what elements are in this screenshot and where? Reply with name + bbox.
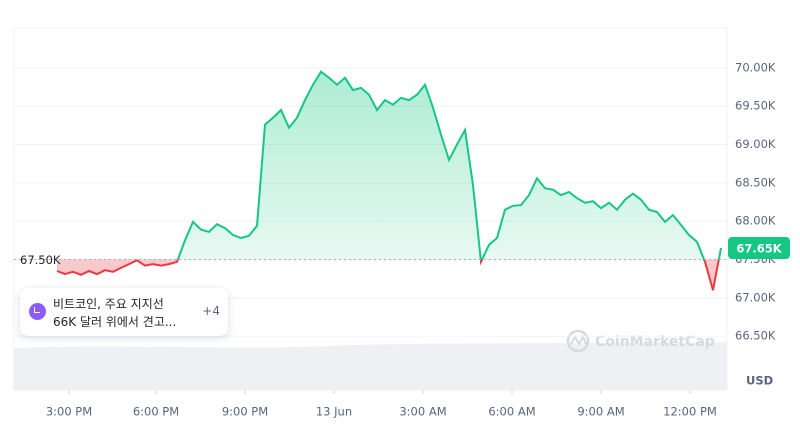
current-label: 67.65K bbox=[736, 242, 782, 256]
price-line-up bbox=[136, 70, 722, 260]
watermark-text: CoinMarketCap bbox=[595, 334, 715, 350]
news-icon bbox=[29, 303, 46, 320]
x-tick-label: 3:00 AM bbox=[399, 405, 446, 419]
x-tick-label: 13 Jun bbox=[316, 405, 352, 419]
y-tick-label: 68.50K bbox=[735, 175, 776, 189]
y-tick-label: 70.00K bbox=[735, 60, 776, 74]
watermark: CoinMarketCap bbox=[566, 329, 715, 353]
news-card[interactable]: 비트코인, 주요 지지선 66K 달러 위에서 견고... +4 bbox=[20, 288, 228, 336]
area-up bbox=[177, 71, 721, 260]
y-tick-label: 69.50K bbox=[735, 99, 776, 113]
news-more[interactable]: +4 bbox=[202, 304, 220, 318]
x-tick-label: 12:00 PM bbox=[663, 405, 717, 419]
x-tick-label: 6:00 PM bbox=[133, 405, 179, 419]
x-tick-label: 9:00 PM bbox=[222, 405, 268, 419]
news-line: 66K 달러 위에서 견고... bbox=[53, 315, 177, 329]
current-badge bbox=[728, 237, 790, 260]
price-line-down bbox=[56, 259, 720, 291]
news-line: 비트코인, 주요 지지선 bbox=[53, 297, 164, 311]
x-tick-label: 3:00 PM bbox=[46, 405, 92, 419]
y-tick-label: 67.00K bbox=[735, 290, 776, 304]
y-axis-label: USD bbox=[746, 374, 773, 388]
y-tick-label: 66.50K bbox=[735, 329, 776, 343]
y-tick-label: 68.00K bbox=[735, 214, 776, 228]
volume-area bbox=[14, 342, 727, 390]
baseline-label: 67.50K bbox=[20, 253, 61, 267]
area-down bbox=[57, 259, 721, 291]
x-tick-label: 6:00 AM bbox=[488, 405, 535, 419]
x-tick-label: 9:00 AM bbox=[577, 405, 624, 419]
y-tick-label: 69.00K bbox=[735, 137, 776, 151]
